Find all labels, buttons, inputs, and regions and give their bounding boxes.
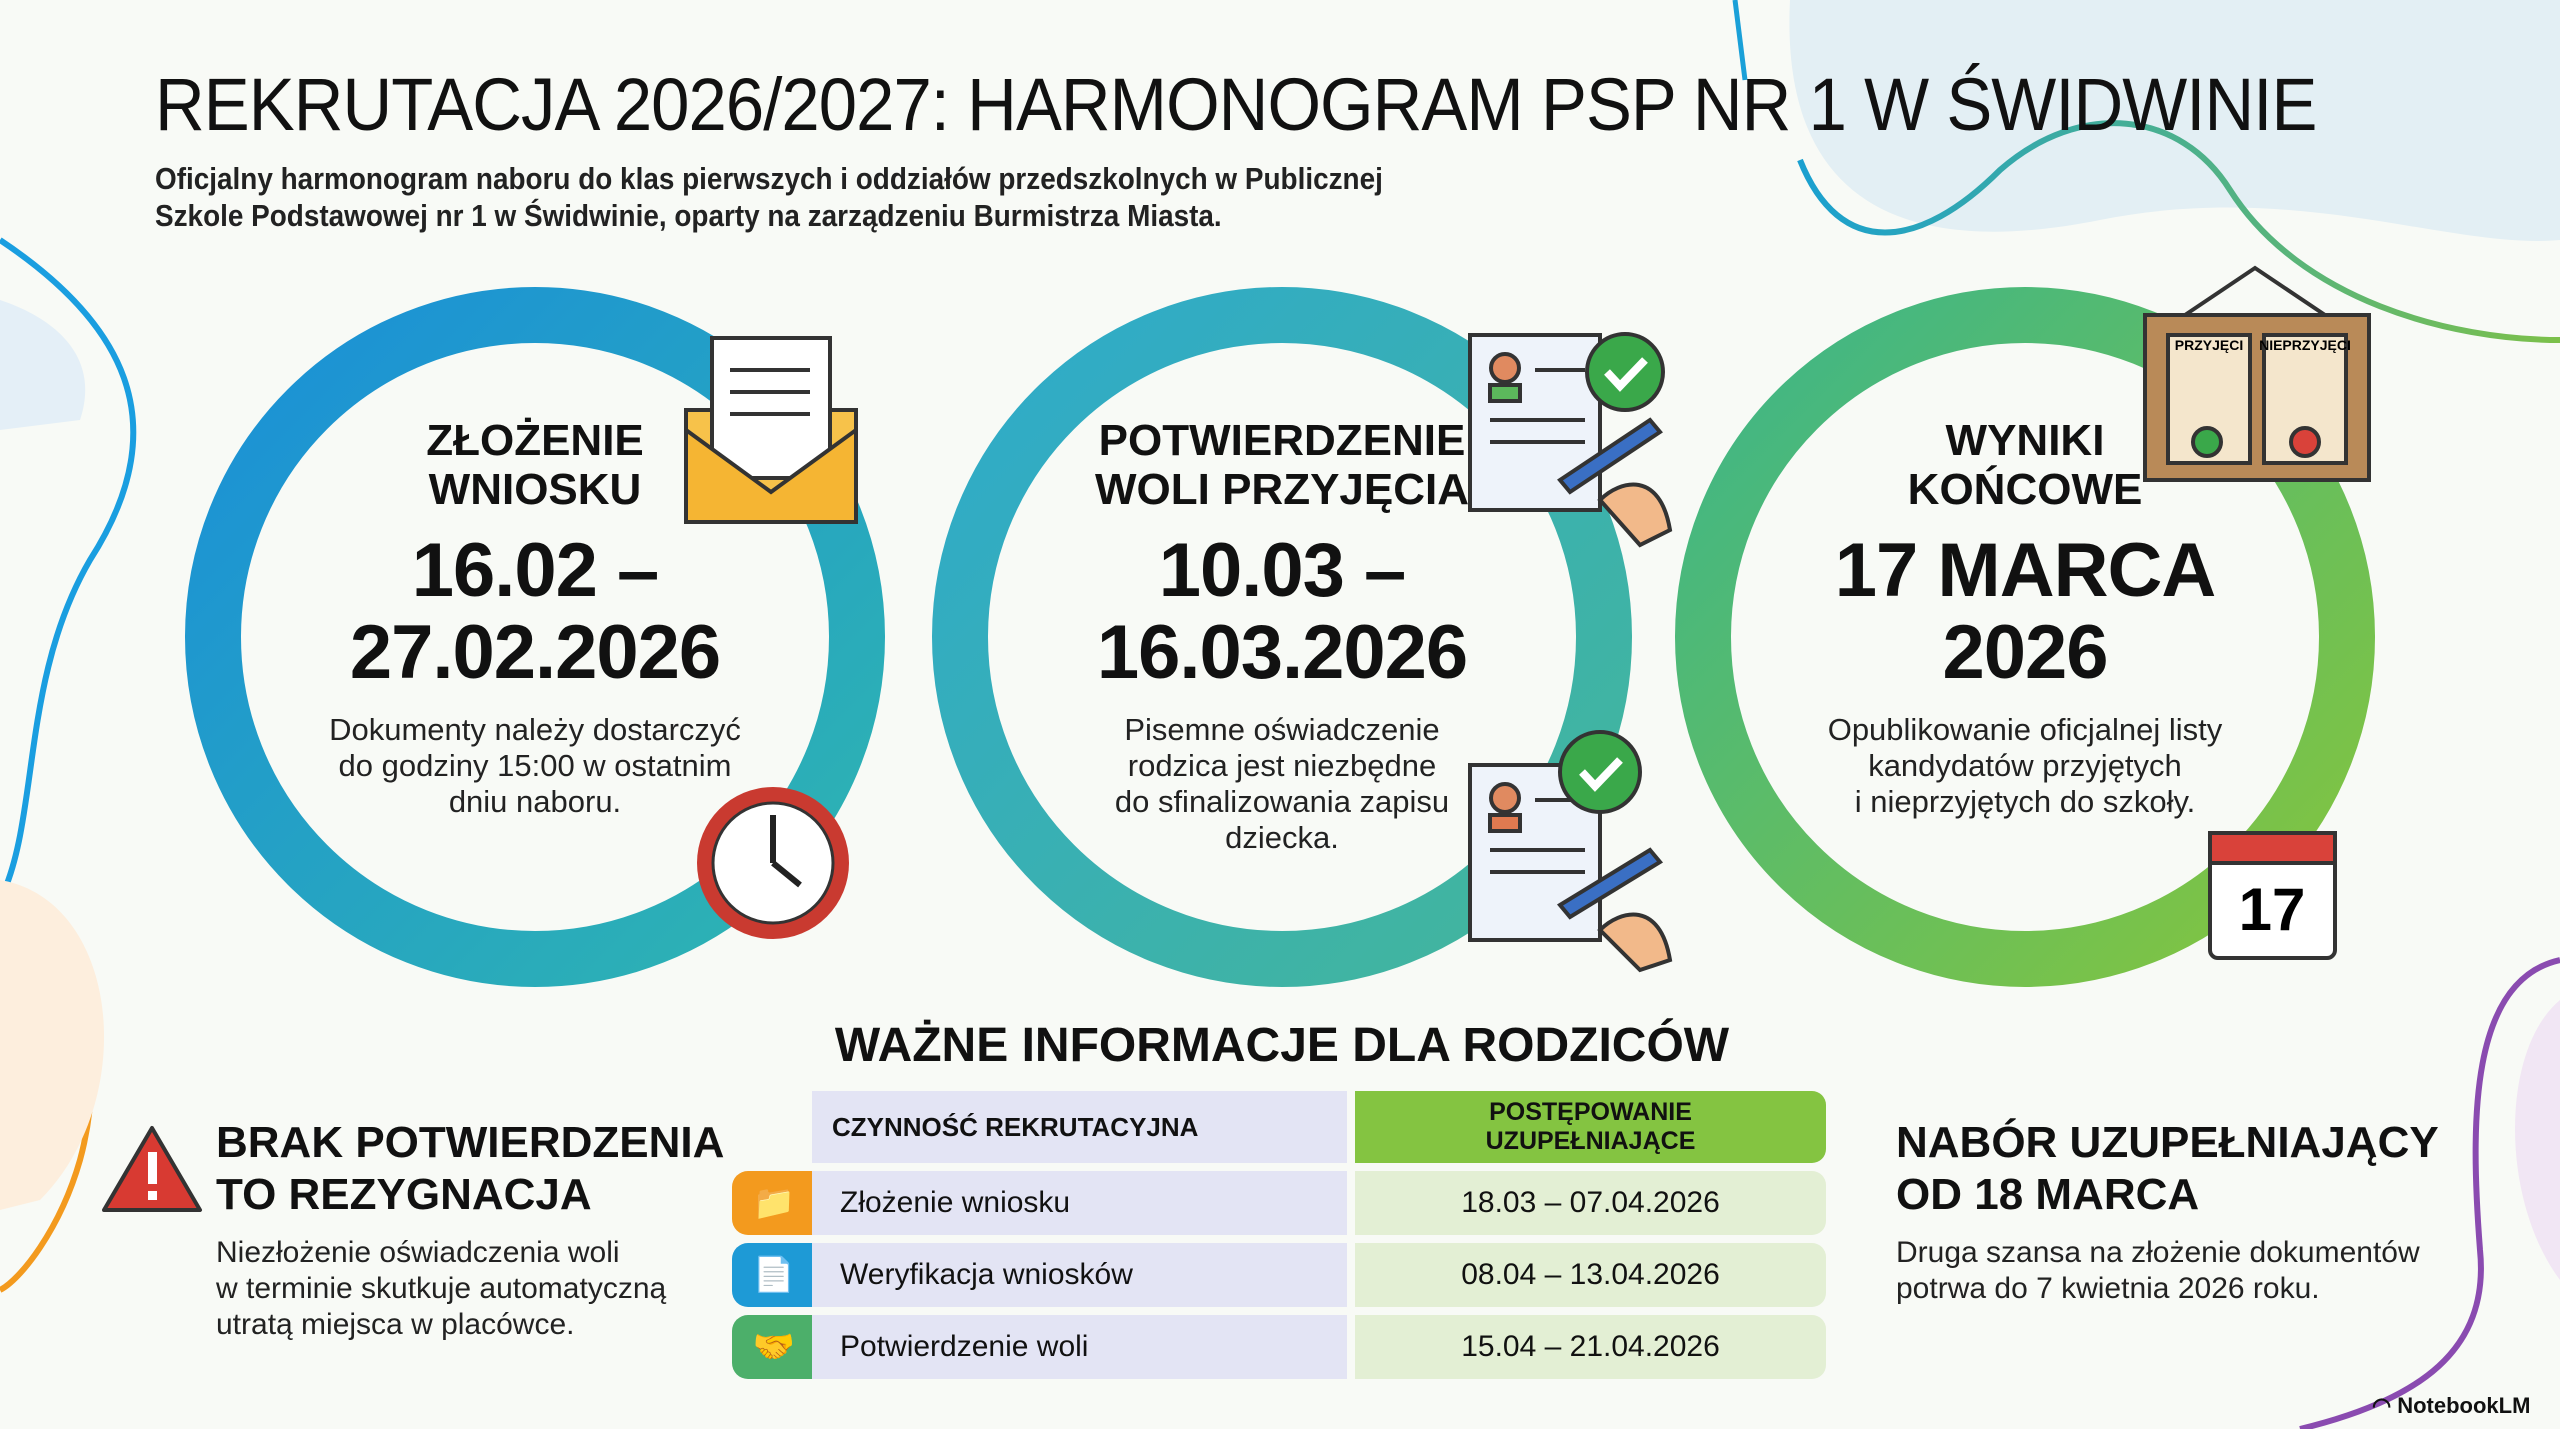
stage-head-line: WOLI PRZYJĘCIA: [1094, 465, 1470, 514]
stage-desc: Opublikowanie oficjalnej listy kandydatów…: [1745, 712, 2305, 820]
stage-3-ring: [1675, 287, 2375, 987]
brand-watermark: ◠ NotebookLM: [2372, 1393, 2530, 1419]
warning-heading: TO REZYGNACJA: [216, 1170, 592, 1219]
stage-head-line: POTWIERDZENIE: [1098, 416, 1466, 465]
supplementary-text: potrwa do 7 kwietnia 2026 roku.: [1896, 1272, 2320, 1305]
stage-head: POTWIERDZENIE WOLI PRZYJĘCIA: [1002, 416, 1562, 514]
envelope-icon: [684, 336, 858, 524]
stage-date-line: 27.02.2026: [349, 610, 721, 695]
warning-text: utratą miejsca w placówce.: [216, 1308, 575, 1341]
stage-desc-line: do sfinalizowania zapisu: [1114, 784, 1450, 819]
table-row-activity: Złożenie wniosku: [812, 1171, 1347, 1235]
supplementary-heading: NABÓR UZUPEŁNIAJĄCY: [1896, 1118, 2439, 1167]
notebooklm-logo-icon: ◠: [2372, 1393, 2392, 1418]
section-title: WAŻNE INFORMACJE DLA RODZICÓW: [834, 1019, 1730, 1072]
clock-icon: [697, 787, 849, 939]
supplementary-block: NABÓR UZUPEŁNIAJĄCY OD 18 MARCA Druga sz…: [1896, 1117, 2439, 1307]
stage-desc-line: kandydatów przyjętych: [1868, 748, 2182, 783]
stage-desc-line: Opublikowanie oficjalnej listy: [1827, 712, 2223, 747]
table-row-dates: 18.03 – 07.04.2026: [1355, 1171, 1826, 1235]
table-header-supplementary: POSTĘPOWANIE UZUPEŁNIAJĄCE: [1355, 1091, 1826, 1163]
stage-head-line: WYNIKI: [1945, 416, 2105, 465]
page-subtitle: Oficjalny harmonogram naboru do klas pie…: [155, 160, 1383, 234]
stage-date-line: 10.03 –: [1158, 528, 1407, 613]
stage-desc-line: Dokumenty należy dostarczyć: [329, 712, 741, 747]
stage-date-line: 17 MARCA: [1834, 528, 2217, 613]
stage-date-line: 2026: [1942, 610, 2108, 695]
warning-block: BRAK POTWIERDZENIA TO REZYGNACJA Niezłoż…: [216, 1117, 724, 1343]
subtitle-line: Szkole Podstawowej nr 1 w Świdwinie, opa…: [155, 198, 1222, 233]
stage-desc: Dokumenty należy dostarczyć do godziny 15…: [255, 712, 815, 820]
stage-head: ZŁOŻENIE WNIOSKU: [255, 416, 815, 514]
stage-date: 16.02 –27.02.2026: [255, 530, 815, 694]
stage-desc-line: dniu naboru.: [448, 784, 622, 819]
stage-desc: Pisemne oświadczenie rodzica jest niezbęd…: [1002, 712, 1562, 856]
supplementary-text: Druga szansa na złożenie dokumentów: [1896, 1236, 2420, 1269]
warning-heading: BRAK POTWIERDZENIA: [216, 1118, 725, 1167]
stage-1-ring: [185, 287, 885, 987]
board-label-rejected: NIEPRZYJĘCI: [2259, 337, 2351, 353]
folder-icon: 📁: [732, 1171, 816, 1235]
calendar-day: 17: [2239, 876, 2306, 943]
signed-document-icon: [1468, 332, 1673, 548]
signed-document-icon: [1468, 730, 1673, 973]
supplementary-heading: OD 18 MARCA: [1896, 1170, 2200, 1219]
stage-head-line: KOŃCOWE: [1907, 465, 2143, 514]
calendar-icon: [2208, 831, 2337, 960]
stage-date: 10.03 –16.03.2026: [1002, 530, 1562, 694]
table-row-dates: 08.04 – 13.04.2026: [1355, 1243, 1826, 1307]
brand-name: NotebookLM: [2397, 1393, 2531, 1418]
stage-desc-line: i nieprzyjętych do szkoły.: [1854, 784, 2196, 819]
stage-head-line: WNIOSKU: [428, 465, 642, 514]
warning-icon: [102, 1126, 202, 1212]
subtitle-line: Oficjalny harmonogram naboru do klas pie…: [155, 161, 1383, 196]
stage-date: 17 MARCA 2026: [1745, 530, 2305, 694]
stage-desc-line: do godziny 15:00 w ostatnim: [338, 748, 732, 783]
board-label-admitted: PRZYJĘCI: [2175, 337, 2243, 353]
stage-head: WYNIKI KOŃCOWE: [1745, 416, 2305, 514]
table-row-activity: Potwierdzenie woli: [812, 1315, 1347, 1379]
page-title: REKRUTACJA 2026/2027: HARMONOGRAM PSP NR…: [155, 63, 2317, 146]
stage-desc-line: Pisemne oświadczenie: [1124, 712, 1440, 747]
table-row-activity: Weryfikacja wniosków: [812, 1243, 1347, 1307]
stage-desc-line: dziecka.: [1225, 820, 1339, 855]
table-row-dates: 15.04 – 21.04.2026: [1355, 1315, 1826, 1379]
results-board-icon: [2143, 265, 2371, 482]
stage-date-line: 16.02 –: [411, 528, 660, 613]
stage-2-ring: [932, 287, 1632, 987]
handshake-icon: 🤝: [732, 1315, 816, 1379]
warning-text: w terminie skutkuje automatyczną: [216, 1272, 667, 1305]
warning-text: Niezłożenie oświadczenia woli: [216, 1236, 620, 1269]
document-check-icon: 📄: [732, 1243, 816, 1307]
table-header-activity: CZYNNOŚĆ REKRUTACYJNA: [812, 1091, 1347, 1163]
stage-date-line: 16.03.2026: [1096, 610, 1468, 695]
stage-head-line: ZŁOŻENIE: [426, 416, 644, 465]
stage-desc-line: rodzica jest niezbędne: [1127, 748, 1437, 783]
